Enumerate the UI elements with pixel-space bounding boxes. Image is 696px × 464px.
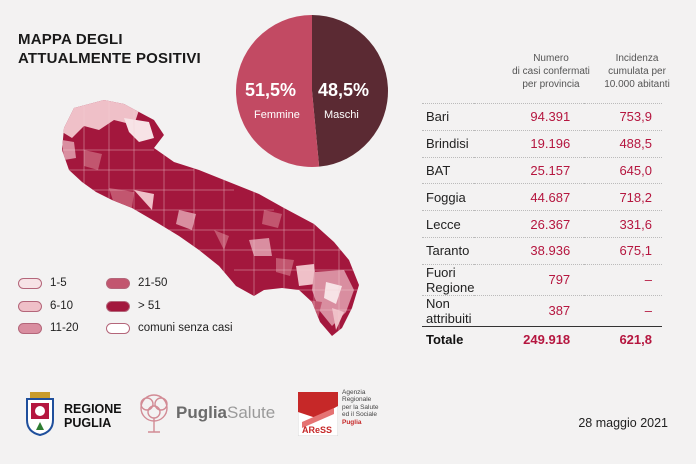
logo-word-salute: Salute xyxy=(227,403,276,422)
agency-line: Agenzia xyxy=(342,389,366,396)
cases-column-header: Numero di casi confermati per provincia xyxy=(508,52,594,91)
province-name: Bari xyxy=(422,103,475,131)
regione-puglia-crest-icon xyxy=(26,392,54,436)
legend-label: comuni senza casi xyxy=(138,322,233,334)
incidence-value: – xyxy=(584,264,662,296)
incidence-value: 675,1 xyxy=(584,237,662,265)
table-row: Non attribuiti 387 – xyxy=(422,295,662,327)
aress-logo-icon xyxy=(298,392,338,436)
incidence-value: 488,5 xyxy=(584,130,662,158)
page-title-line1: MAPPA DEGLI xyxy=(18,31,123,48)
male-label: Maschi xyxy=(324,109,359,121)
legend-swatch xyxy=(106,322,130,334)
female-label: Femmine xyxy=(254,109,300,121)
header-line: per provincia xyxy=(522,79,580,90)
province-name: Fuori Regione xyxy=(422,264,474,296)
agency-line: Regionale xyxy=(342,396,372,404)
total-incidence-value: 621,8 xyxy=(584,325,662,353)
aress-logo-text: AReSS xyxy=(302,425,333,435)
logo-text-line: PUGLIA xyxy=(64,416,112,430)
puglia-salute-logo: PugliaSalute xyxy=(176,403,275,423)
cases-value: 44.687 xyxy=(474,183,585,212)
agency-line: Puglia xyxy=(342,418,362,426)
total-cases-value: 249.918 xyxy=(474,325,585,353)
table-row: Brindisi 19.196 488,5 xyxy=(422,130,662,158)
legend-swatch xyxy=(106,300,130,312)
table-row: Fuori Regione 797 – xyxy=(422,264,662,296)
logo-word-puglia: Puglia xyxy=(176,403,228,422)
province-name: Non attribuiti xyxy=(422,295,475,327)
table-row: Foggia 44.687 718,2 xyxy=(422,183,662,212)
province-name: BAT xyxy=(422,157,475,185)
page-title-line2: ATTUALMENTE POSITIVI xyxy=(18,50,201,67)
cases-value: 38.936 xyxy=(474,237,585,265)
table-row: Taranto 38.936 675,1 xyxy=(422,237,662,265)
header-line: Numero xyxy=(533,53,569,64)
cases-value: 387 xyxy=(474,295,585,327)
legend-item: 1-5 xyxy=(18,277,67,289)
logo-text-line: REGIONE xyxy=(64,402,122,416)
legend-item: comuni senza casi xyxy=(106,322,233,334)
female-slice xyxy=(235,15,320,167)
incidence-value: 718,2 xyxy=(584,183,662,212)
legend-item: 6-10 xyxy=(18,300,73,312)
incidence-value: 753,9 xyxy=(584,103,662,131)
legend-swatch xyxy=(18,300,42,312)
legend-swatch xyxy=(106,277,130,289)
legend-label: > 51 xyxy=(138,300,161,312)
legend-item: > 51 xyxy=(106,300,161,312)
table-row: Bari 94.391 753,9 xyxy=(422,103,662,131)
header-line: cumulata per xyxy=(608,66,666,77)
aress-agency-name: Agenzia Regionale per la Salute ed il So… xyxy=(342,389,379,426)
cases-value: 797 xyxy=(474,264,585,296)
male-percentage: 48,5% xyxy=(318,80,370,100)
legend-item: 11-20 xyxy=(18,322,79,334)
province-name: Foggia xyxy=(422,183,475,212)
header-line: Incidenza xyxy=(615,53,659,64)
cases-value: 19.196 xyxy=(474,130,585,158)
cases-value: 25.157 xyxy=(474,157,585,185)
cases-value: 26.367 xyxy=(474,210,585,238)
cases-value: 94.391 xyxy=(474,103,585,131)
legend-swatch xyxy=(18,322,42,334)
regione-puglia-logo: REGIONE PUGLIA xyxy=(64,402,122,430)
legend-label: 11-20 xyxy=(50,322,79,334)
header-line: di casi confermati xyxy=(512,66,590,77)
incidence-value: – xyxy=(584,295,662,327)
incidence-value: 331,6 xyxy=(584,210,662,238)
incidence-column-header: Incidenza cumulata per 10.000 abitanti xyxy=(596,52,678,91)
province-name: Lecce xyxy=(422,210,475,238)
legend-item: 21-50 xyxy=(106,277,167,289)
table-row: BAT 25.157 645,0 xyxy=(422,157,662,185)
page-title: MAPPA DEGLI ATTUALMENTE POSITIVI xyxy=(18,30,201,68)
legend-label: 1-5 xyxy=(50,277,67,289)
puglia-salute-tree-icon xyxy=(140,394,168,433)
province-table: Bari 94.391 753,9 Brindisi 19.196 488,5 … xyxy=(422,103,662,353)
incidence-value: 645,0 xyxy=(584,157,662,185)
total-label: Totale xyxy=(422,325,475,353)
total-row: Totale 249.918 621,8 xyxy=(422,325,662,353)
province-name: Brindisi xyxy=(422,130,475,158)
female-percentage: 51,5% xyxy=(245,80,297,100)
agency-line: ed il Sociale xyxy=(342,411,378,419)
province-name: Taranto xyxy=(422,237,475,265)
table-row: Lecce 26.367 331,6 xyxy=(422,210,662,238)
legend-label: 21-50 xyxy=(138,277,168,289)
gender-pie xyxy=(235,15,388,167)
male-slice xyxy=(312,15,388,167)
legend-label: 6-10 xyxy=(50,300,74,312)
agency-line: per la Salute xyxy=(342,403,379,411)
legend-swatch xyxy=(18,277,42,289)
report-date: 28 maggio 2021 xyxy=(578,416,668,430)
header-line: 10.000 abitanti xyxy=(604,79,670,90)
